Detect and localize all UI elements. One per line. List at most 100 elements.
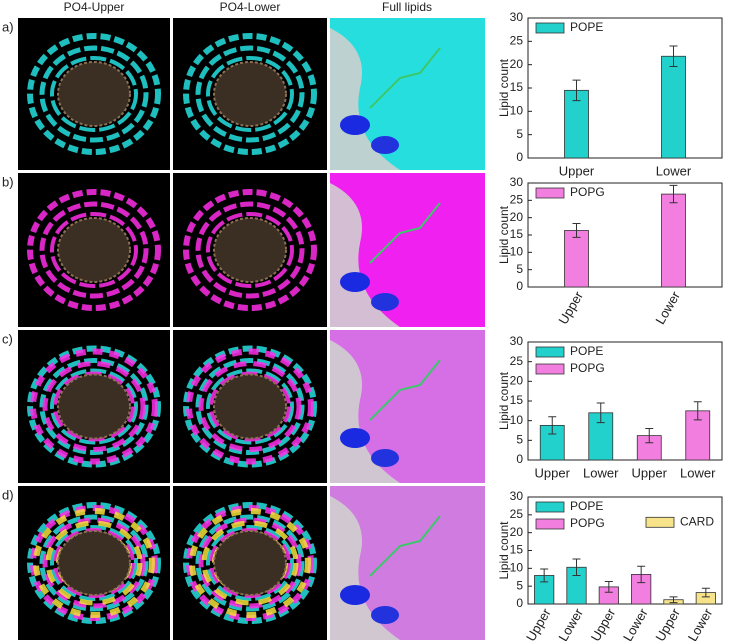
density-ring [206,56,294,132]
y-tick-label: 15 [510,393,524,407]
x-tick-label: Upper [535,465,571,480]
bar [661,55,686,159]
panel-label: b) [2,174,14,189]
error-bar [596,402,605,424]
error-bar [572,558,581,576]
error-bar [701,587,710,598]
x-tick-label: Upper [523,605,554,641]
lipid-stick [369,359,441,421]
density-ring [209,371,291,442]
error-bar [548,416,557,435]
y-tick-label: 30 [510,489,524,503]
plot-frame [527,17,723,159]
y-tick-label: 5 [516,433,523,447]
density-ring [50,56,138,132]
density-ring [50,212,138,288]
x-tick-label: Lower [652,288,683,327]
density-ring [186,348,314,465]
lipid-stick [369,47,441,109]
x-tick-label: Upper [555,288,586,327]
y-tick-label: 15 [510,543,524,557]
density-ring [206,368,294,445]
y-axis-label: Lipid count [497,205,511,264]
legend-swatch [535,363,565,375]
protein [213,61,287,127]
protein-surface [330,496,400,640]
error-bar [645,428,654,444]
y-tick-label: 0 [516,452,523,466]
density-ring [189,508,311,618]
panel-label: c) [2,331,13,346]
density-ring [195,45,305,143]
density-ring [195,358,305,455]
y-tick-label: 0 [516,596,523,610]
legend-swatch [535,346,565,358]
error-bar [693,401,702,421]
x-tick-label: Upper [652,605,683,641]
protein [213,373,287,440]
legend-swatch [535,501,565,513]
y-tick-label: 5 [516,578,523,592]
protein-surface [330,340,400,483]
y-tick-label: 15 [510,80,524,94]
protein [57,373,131,440]
x-tick-label: Lower [555,605,586,641]
density-ring [50,525,138,601]
legend-swatch [645,516,675,528]
density-ring [42,517,146,609]
legend-label: POPE [570,20,603,34]
column-header: PO4-Lower [220,0,281,14]
plot-frame [527,182,723,288]
density-ring [42,361,146,452]
error-bar [540,568,549,583]
panel-label: d) [2,487,14,502]
density-ring [198,361,302,452]
y-tick-label: 15 [510,227,524,241]
protein [213,217,287,283]
y-tick-label: 30 [510,334,524,348]
x-tick-label: Upper [632,465,668,480]
blue-residues [340,115,370,135]
y-tick-label: 0 [516,150,523,164]
error-bar [572,223,581,238]
density-ring [206,525,294,601]
y-tick-label: 20 [510,525,524,539]
blue-residues [371,136,399,154]
density-ring [206,212,294,288]
legend-swatch [535,22,565,34]
density-ring [50,368,138,445]
blue-residues [371,293,399,311]
y-tick-label: 10 [510,561,524,575]
density-ring [39,358,149,455]
protein [57,217,131,283]
legend-label: POPG [570,361,605,375]
legend-label: POPG [570,185,605,199]
error-bar [669,596,678,604]
density-ring [198,517,302,609]
density-ring [33,508,155,618]
image-panels [18,18,485,640]
y-tick-label: 5 [516,127,523,141]
x-tick-label: Lower [680,465,716,480]
plot-frame [527,496,723,605]
column-header: Full lipids [382,0,432,14]
lipid-stick [369,202,441,264]
density-ring [183,33,317,155]
error-bar [637,565,646,584]
x-tick-label: Upper [588,605,619,641]
blue-residues [371,449,399,467]
protein [213,530,287,596]
density-ring [53,371,135,442]
density-ring [183,189,317,311]
y-axis-label: Lipid count [497,58,511,117]
panel-label: a) [2,19,14,34]
density-ring [53,528,135,598]
legend-swatch [535,187,565,199]
y-tick-label: 25 [510,507,524,521]
y-axis-label: Lipid count [497,521,511,580]
bar [564,89,589,159]
blue-residues [371,606,399,624]
density-ring [39,514,149,612]
x-tick-label: Upper [559,163,595,178]
